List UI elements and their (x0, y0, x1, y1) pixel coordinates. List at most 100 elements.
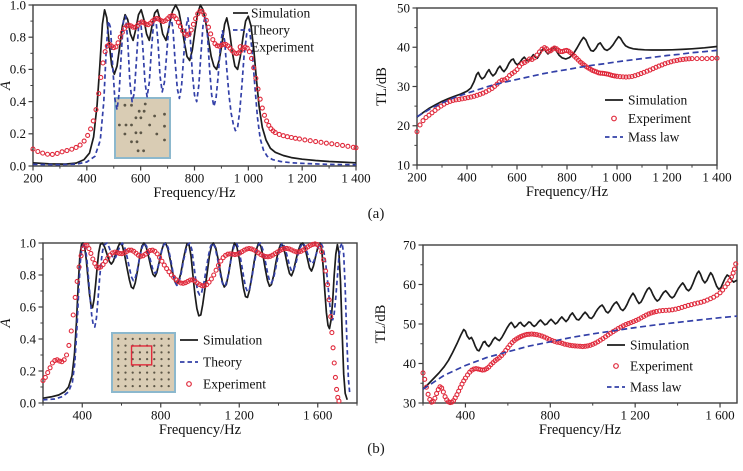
data-marker (72, 294, 78, 300)
data-marker (620, 74, 626, 80)
data-marker (620, 323, 626, 329)
data-marker (720, 287, 726, 293)
data-marker (164, 266, 170, 272)
series-simulation (422, 270, 738, 390)
y-tick-label: 0.0 (10, 158, 26, 173)
data-marker (35, 148, 41, 155)
data-marker (629, 73, 635, 80)
y-axis-label: A (0, 318, 14, 328)
data-marker (632, 73, 638, 79)
inset-dot (139, 131, 143, 135)
data-marker (138, 253, 144, 259)
x-axis: 400 800 1 200 1 600 Frequency/Hz (422, 403, 735, 438)
data-marker (529, 331, 535, 337)
data-marker (462, 95, 468, 101)
data-marker (541, 334, 547, 340)
data-marker (423, 384, 429, 390)
inset-dot (138, 371, 141, 374)
data-line (416, 49, 718, 118)
inset-dot (139, 116, 143, 120)
y-axis: 30 40 50 60 70 TL/dB (373, 237, 423, 410)
data-marker (272, 129, 278, 136)
x-tick-label: 1 400 (341, 171, 370, 186)
inset-dot (130, 140, 133, 144)
data-marker (188, 27, 194, 33)
data-marker (334, 386, 340, 392)
data-marker (130, 24, 136, 30)
series-experiment (40, 241, 342, 404)
y-axis-label: A (0, 81, 14, 91)
inset-dot (146, 378, 149, 381)
x-tick-label: 1 400 (702, 170, 731, 185)
data-marker (587, 342, 593, 348)
chart-a1-absorption-canvas: 200 400 600 800 1 000 1 200 1 400 Frequency/Hz 0… (0, 0, 371, 201)
data-marker (178, 280, 184, 286)
data-marker (582, 343, 588, 349)
inset-dot (160, 364, 163, 367)
data-marker (468, 94, 474, 100)
data-line (32, 4, 357, 165)
inset-dot (124, 364, 127, 367)
data-marker (261, 112, 268, 118)
inset-dot (123, 132, 127, 136)
data-marker (154, 251, 160, 257)
data-marker (114, 250, 120, 256)
data-marker (648, 310, 654, 316)
y-tick-label: 0.0 (20, 395, 36, 410)
data-marker (49, 360, 55, 366)
data-marker (339, 142, 346, 148)
data-marker (284, 245, 290, 251)
y-tick-label: 0.2 (20, 363, 36, 378)
inset-dot (160, 351, 163, 354)
inset-dot (160, 378, 163, 381)
legend-marker-experiment (611, 115, 617, 122)
data-marker (730, 270, 736, 276)
legend-label-experiment: Experiment (203, 377, 266, 392)
data-marker (310, 241, 316, 247)
inset-dot (136, 149, 140, 153)
data-marker (630, 319, 637, 325)
data-marker (302, 137, 308, 143)
data-marker (618, 324, 624, 330)
data-marker (215, 262, 221, 268)
data-marker (175, 19, 181, 25)
data-marker (685, 302, 691, 308)
data-marker (232, 251, 238, 258)
data-marker (276, 131, 282, 137)
data-marker (680, 56, 686, 62)
x-tick-label: 800 (151, 408, 171, 423)
data-marker (317, 244, 323, 250)
data-marker (577, 343, 583, 349)
x-tick-label: 600 (507, 170, 527, 185)
data-marker (345, 143, 351, 149)
data-marker (709, 55, 715, 61)
y-tick-label: 0.4 (20, 331, 37, 346)
data-marker (440, 389, 446, 395)
data-line (42, 242, 349, 401)
data-marker (193, 16, 199, 22)
series-simulation (42, 242, 349, 401)
data-marker (536, 49, 543, 55)
chart-a1-absorption: 200 400 600 800 1 000 1 200 1 400 Frequency/Hz 0… (0, 0, 372, 205)
data-marker (102, 49, 108, 55)
data-marker (265, 254, 271, 260)
data-marker (471, 93, 477, 99)
data-marker (116, 250, 123, 256)
data-marker (653, 309, 659, 315)
x-tick-label: 1 200 (652, 170, 681, 185)
inset-dot (117, 371, 120, 374)
data-marker (714, 55, 720, 61)
legend-label-mass-law: Mass law (630, 380, 682, 395)
series-experiment (414, 45, 720, 135)
legend-label-experiment: Experiment (628, 111, 691, 126)
chart-a2-absorption: 400 800 1 200 1 600 Frequency/Hz 0.0 0.2 0.4 0.6… (0, 235, 372, 471)
x-tick-label: 400 (73, 408, 93, 423)
data-marker (187, 277, 193, 283)
data-marker (230, 251, 236, 257)
chart-tl2-transmission-loss: 400 800 1 200 1 600 Frequency/Hz 30 40 50 60 70 TL… (371, 235, 743, 471)
data-marker (255, 86, 261, 92)
y-axis: 10 20 30 40 50 TL/dB (374, 0, 417, 172)
y-axis: 0.0 0.2 0.4 0.6 0.8 1.0 A (0, 0, 33, 173)
data-marker (206, 279, 212, 285)
data-marker (651, 309, 657, 315)
